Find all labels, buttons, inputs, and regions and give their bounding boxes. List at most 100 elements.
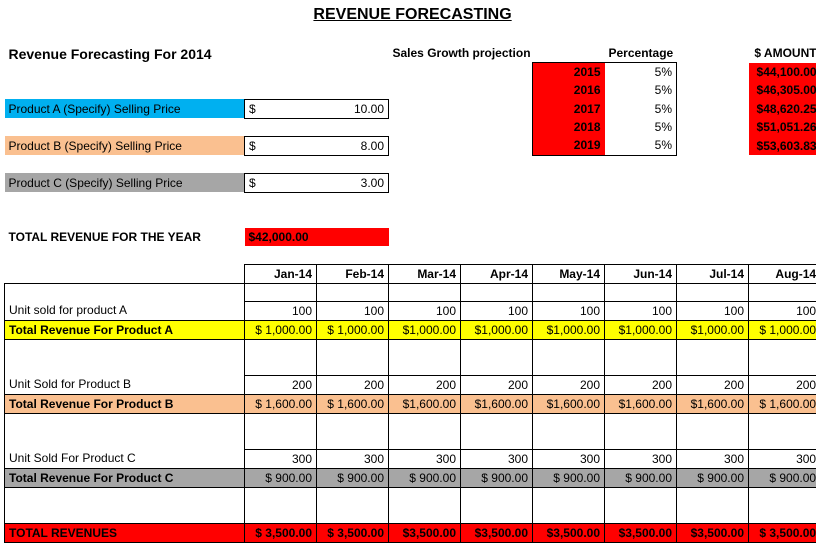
proj-pct: 5% — [605, 99, 677, 118]
proj-amt: $48,620.25 — [749, 99, 816, 118]
data-cell[interactable]: 200 — [317, 375, 389, 394]
data-cell: $1,600.00 — [461, 394, 533, 413]
product-b-price[interactable]: 8.00 — [317, 136, 389, 155]
data-cell: $1,000.00 — [605, 320, 677, 339]
product-a-label: Product A (Specify) Selling Price — [5, 99, 245, 118]
data-cell: $1,600.00 — [677, 394, 749, 413]
data-cell: $3,500.00 — [677, 523, 749, 542]
data-cell[interactable]: 200 — [749, 375, 816, 394]
product-b-label: Product B (Specify) Selling Price — [5, 136, 245, 155]
rev-a-label: Total Revenue For Product A — [5, 320, 245, 339]
month-header: Jan-14 — [245, 264, 317, 283]
data-cell: $3,500.00 — [461, 523, 533, 542]
data-cell[interactable]: 200 — [677, 375, 749, 394]
product-a-price[interactable]: 10.00 — [317, 99, 389, 118]
units-b-label: Unit Sold for Product B — [5, 375, 245, 394]
data-cell: $1,000.00 — [533, 320, 605, 339]
units-c-label: Unit Sold For Product C — [5, 449, 245, 468]
product-c-price[interactable]: 3.00 — [317, 173, 389, 192]
currency-symbol: $ — [245, 136, 317, 155]
proj-amt: $53,603.83 — [749, 136, 816, 155]
data-cell: $3,500.00 — [605, 523, 677, 542]
data-cell[interactable]: 200 — [461, 375, 533, 394]
rev-c-label: Total Revenue For Product C — [5, 468, 245, 487]
data-cell: $ 900.00 — [245, 468, 317, 487]
data-cell[interactable]: 300 — [317, 449, 389, 468]
total-label: TOTAL REVENUES — [5, 523, 245, 542]
proj-year: 2016 — [533, 81, 605, 99]
month-header: Apr-14 — [461, 264, 533, 283]
product-c-label: Product C (Specify) Selling Price — [5, 173, 245, 192]
data-cell[interactable]: 100 — [389, 301, 461, 320]
data-cell[interactable]: 100 — [749, 301, 816, 320]
subtitle: Revenue Forecasting For 2014 — [5, 44, 245, 81]
data-cell[interactable]: 300 — [533, 449, 605, 468]
proj-pct: 5% — [605, 63, 677, 82]
data-cell: $ 3,500.00 — [317, 523, 389, 542]
spreadsheet: REVENUE FORECASTING Revenue Forecasting … — [4, 4, 816, 543]
data-cell[interactable]: 200 — [605, 375, 677, 394]
data-cell[interactable]: 100 — [677, 301, 749, 320]
data-cell: $1,600.00 — [533, 394, 605, 413]
data-cell[interactable]: 100 — [605, 301, 677, 320]
total-year-value: $42,000.00 — [245, 228, 389, 246]
data-cell[interactable]: 300 — [677, 449, 749, 468]
data-cell[interactable]: 200 — [389, 375, 461, 394]
proj-pct: 5% — [605, 81, 677, 99]
proj-pct: 5% — [605, 118, 677, 136]
hdr-amt: $ AMOUNT — [749, 44, 816, 63]
data-cell: $ 1,000.00 — [317, 320, 389, 339]
proj-year: 2019 — [533, 136, 605, 155]
rev-b-label: Total Revenue For Product B — [5, 394, 245, 413]
data-cell: $ 900.00 — [533, 468, 605, 487]
data-cell: $ 900.00 — [605, 468, 677, 487]
data-cell[interactable]: 100 — [317, 301, 389, 320]
data-cell[interactable]: 300 — [389, 449, 461, 468]
data-cell[interactable]: 200 — [245, 375, 317, 394]
page-title: REVENUE FORECASTING — [5, 4, 816, 26]
data-cell: $1,600.00 — [605, 394, 677, 413]
units-a-label: Unit sold for product A — [5, 301, 245, 320]
data-cell: $ 900.00 — [317, 468, 389, 487]
proj-amt: $46,305.00 — [749, 81, 816, 99]
data-cell: $1,000.00 — [677, 320, 749, 339]
data-cell: $ 900.00 — [749, 468, 816, 487]
data-cell: $ 900.00 — [461, 468, 533, 487]
proj-pct: 5% — [605, 136, 677, 155]
data-cell: $1,600.00 — [389, 394, 461, 413]
month-header: Mar-14 — [389, 264, 461, 283]
data-cell[interactable]: 300 — [605, 449, 677, 468]
data-cell[interactable]: 100 — [461, 301, 533, 320]
data-cell: $ 3,500.00 — [749, 523, 816, 542]
month-header: Jun-14 — [605, 264, 677, 283]
data-cell[interactable]: 300 — [245, 449, 317, 468]
hdr-pct: Percentage — [605, 44, 677, 63]
proj-year: 2017 — [533, 99, 605, 118]
data-cell: $1,000.00 — [389, 320, 461, 339]
data-cell: $ 1,000.00 — [749, 320, 816, 339]
currency-symbol: $ — [245, 99, 317, 118]
month-header: Feb-14 — [317, 264, 389, 283]
hdr-sales: Sales Growth projection — [389, 44, 605, 63]
data-cell[interactable]: 100 — [533, 301, 605, 320]
month-header: Aug-14 — [749, 264, 816, 283]
data-cell[interactable]: 100 — [245, 301, 317, 320]
data-cell: $3,500.00 — [389, 523, 461, 542]
data-cell: $ 1,600.00 — [317, 394, 389, 413]
data-cell: $ 3,500.00 — [245, 523, 317, 542]
data-cell[interactable]: 300 — [461, 449, 533, 468]
data-cell: $ 1,600.00 — [749, 394, 816, 413]
proj-year: 2018 — [533, 118, 605, 136]
proj-amt: $51,051.26 — [749, 118, 816, 136]
data-cell: $ 1,000.00 — [245, 320, 317, 339]
currency-symbol: $ — [245, 173, 317, 192]
data-cell: $ 1,600.00 — [245, 394, 317, 413]
data-cell[interactable]: 300 — [749, 449, 816, 468]
data-cell[interactable]: 200 — [533, 375, 605, 394]
data-cell: $1,000.00 — [461, 320, 533, 339]
data-cell: $ 900.00 — [677, 468, 749, 487]
proj-year: 2015 — [533, 63, 605, 82]
month-header: May-14 — [533, 264, 605, 283]
data-cell: $3,500.00 — [533, 523, 605, 542]
month-header: Jul-14 — [677, 264, 749, 283]
